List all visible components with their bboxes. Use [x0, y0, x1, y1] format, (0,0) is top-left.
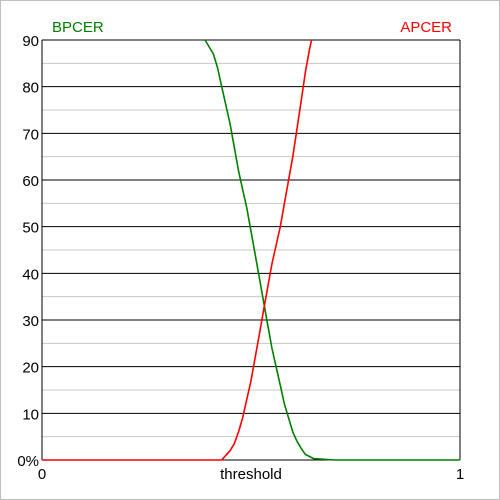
y-tick-label: 20 — [22, 360, 39, 377]
y-tick-label: 30 — [22, 313, 39, 330]
label-layer: 0% 10 20 30 40 50 60 70 80 90 0 1 — [17, 33, 464, 483]
series-layer — [42, 39, 460, 461]
y-tick-label: 10 — [22, 406, 39, 423]
series-line-apcer — [42, 39, 313, 461]
grid-layer — [42, 39, 460, 438]
x-tick-label: 1 — [456, 466, 464, 483]
legend-bpcer: BPCER — [52, 19, 104, 36]
x-axis-title: threshold — [220, 466, 282, 483]
y-tick-label: 40 — [22, 266, 39, 283]
y-tick-label: 60 — [22, 173, 39, 190]
y-tick-label: 70 — [22, 126, 39, 143]
y-tick-label: 50 — [22, 220, 39, 237]
series-line-bpcer — [204, 39, 460, 461]
y-tick-label: 0% — [17, 453, 39, 470]
y-tick-label: 90 — [22, 33, 39, 50]
legend-apcer: APCER — [400, 19, 452, 36]
x-tick-label: 0 — [38, 466, 46, 483]
y-tick-label: 80 — [22, 80, 39, 97]
